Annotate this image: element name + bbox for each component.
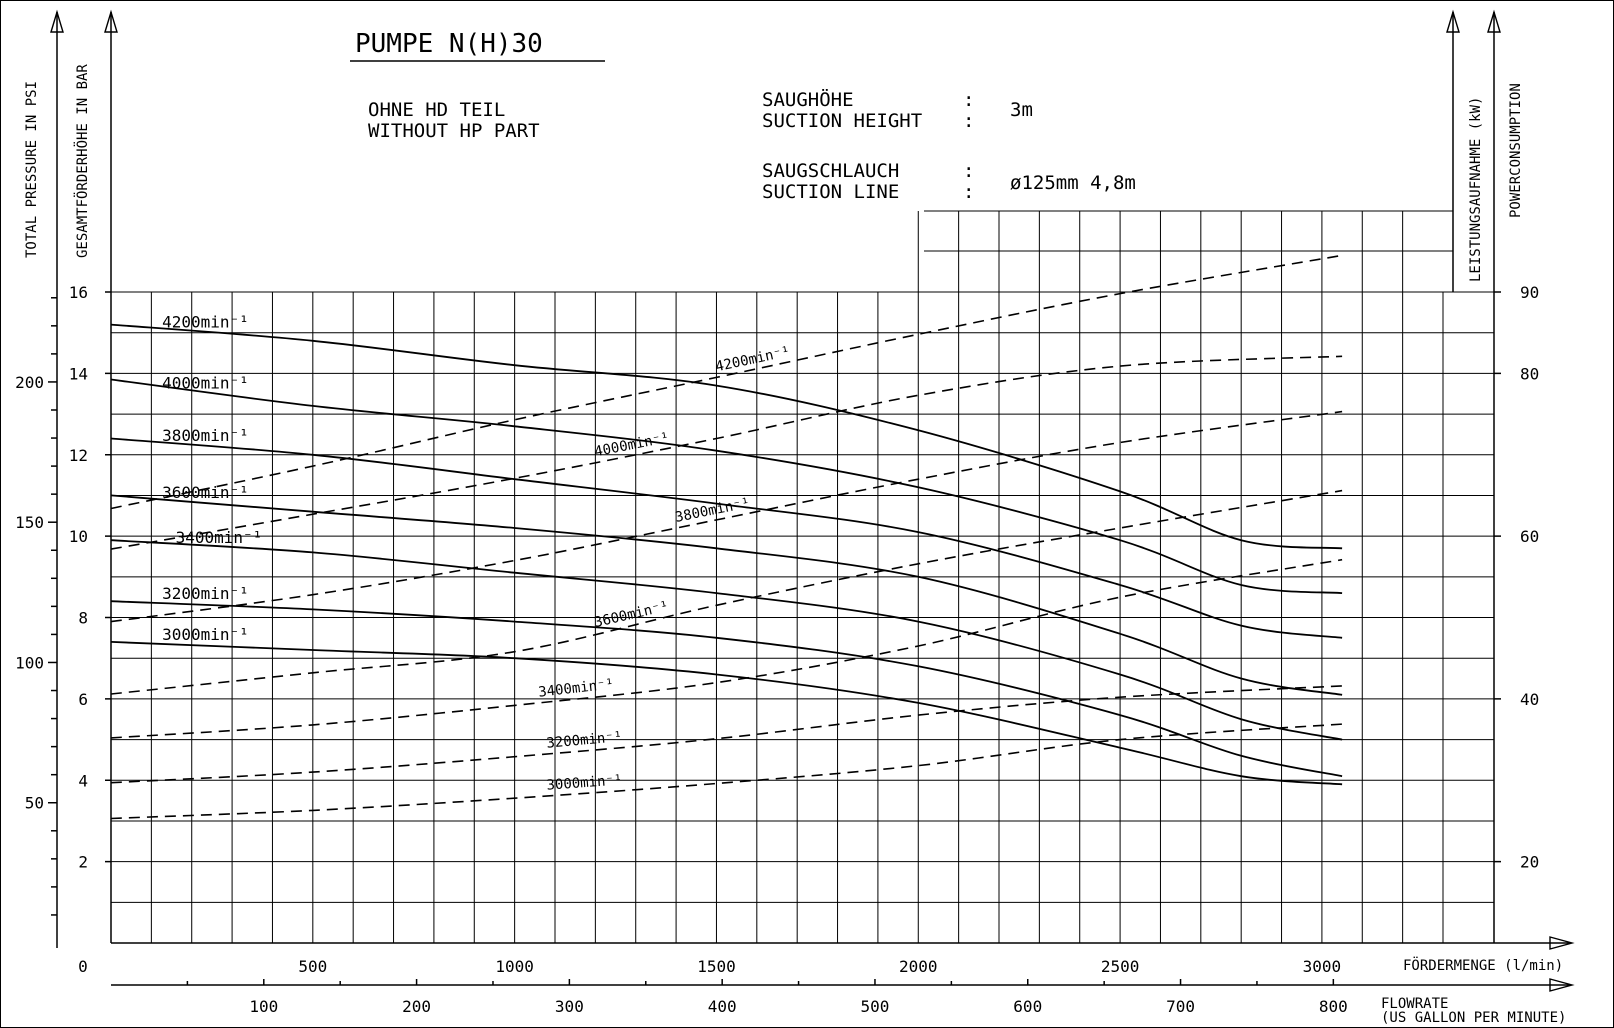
suction-height-colon-1: :: [963, 89, 974, 111]
curves: 4200min⁻¹ 4000min⁻¹ 3800min⁻¹ 3600min⁻¹ 3400…: [110, 254, 1343, 820]
power-curve-3600: [110, 489, 1343, 695]
gpm-tick-label: 500: [861, 997, 890, 1016]
suction-line-colon-1: :: [963, 160, 974, 182]
kw-tick-label: 60: [1520, 527, 1539, 546]
gpm-axis-arrow: [1549, 978, 1575, 992]
lpm-tick-label: 2000: [899, 957, 938, 976]
gpm-tick-label: 700: [1166, 997, 1195, 1016]
bar-axis-arrow: [104, 9, 118, 33]
psi-tick-label: 100: [15, 653, 44, 672]
bar-tick-label: 4: [78, 771, 88, 790]
gpm-tick-label: 800: [1319, 997, 1348, 1016]
bar-axis-title: GESAMTFÖRDERHÖHE IN BAR: [73, 64, 91, 258]
head-curve-label-3400: 3400min⁻¹: [176, 528, 263, 547]
power-axis-title: POWERCONSUMPTION: [1508, 83, 1524, 218]
bar-tick-label: 2: [78, 853, 88, 872]
suction-height-label-de: SAUGHÖHE: [762, 88, 854, 111]
suction-height-value: 3m: [1010, 99, 1033, 121]
suction-line-colon-2: :: [963, 181, 974, 203]
bar-tick-label: 8: [78, 609, 88, 628]
chart-title: PUMPE N(H)30: [355, 29, 543, 59]
psi-tick-label: 150: [15, 513, 44, 532]
psi-axis-arrow: [50, 9, 64, 33]
head-curve-3400: [110, 539, 1343, 741]
kw-tick-label: 90: [1520, 283, 1539, 302]
psi-tick-label: 200: [15, 373, 44, 392]
gpm-tick-label: 400: [708, 997, 737, 1016]
head-curve-label-3000: 3000min⁻¹: [162, 625, 249, 644]
suction-line-label-de: SAUGSCHLAUCH: [762, 160, 899, 182]
gpm-tick-label: 300: [555, 997, 584, 1016]
head-curve-label-3200: 3200min⁻¹: [162, 584, 249, 603]
suction-height-label-en: SUCTION HEIGHT: [762, 110, 922, 132]
lpm-tick-label: 1000: [495, 957, 534, 976]
head-curve-3000: [110, 641, 1343, 786]
head-curve-label-3800: 3800min⁻¹: [162, 426, 249, 445]
bar-tick-label: 16: [69, 283, 88, 302]
power-curve-4000: [110, 355, 1343, 550]
gpm-tick-label: 100: [249, 997, 278, 1016]
head-curve-label-4200: 4200min⁻¹: [162, 312, 249, 331]
lpm-tick-label: 500: [298, 957, 327, 976]
bar-tick-label: 10: [69, 527, 88, 546]
gpm-tick-label: 200: [402, 997, 431, 1016]
suction-line-label-en: SUCTION LINE: [762, 181, 899, 203]
psi-tick-label: 50: [25, 794, 44, 813]
power-curve-3000: [110, 723, 1343, 820]
lpm-tick-label: 2500: [1101, 957, 1140, 976]
head-curve-label-3600: 3600min⁻¹: [162, 483, 249, 502]
power-curve-3200: [110, 685, 1343, 784]
note-line-2: WITHOUT HP PART: [368, 120, 540, 142]
lpm-axis-title: FÖRDERMENGE (l/min): [1403, 956, 1563, 974]
head-curve-4000: [110, 378, 1343, 594]
lpm-tick-label: 1500: [697, 957, 736, 976]
bar-tick-label: 12: [69, 446, 88, 465]
bar-tick-label: 14: [69, 364, 88, 383]
suction-height-colon-2: :: [963, 110, 974, 132]
lpm-axis-arrow: [1549, 936, 1575, 950]
head-curve-3600: [110, 494, 1343, 696]
bar-tick-label: 6: [78, 690, 88, 709]
head-curve-4200: [110, 323, 1343, 550]
head-curve-label-4000: 4000min⁻¹: [162, 373, 249, 392]
head-curve-3800: [110, 437, 1343, 639]
power-curve-label-4200: 4200min⁻¹: [714, 344, 792, 376]
lpm-tick-label: 3000: [1303, 957, 1342, 976]
power-curve-3800: [110, 410, 1343, 623]
kw-axis-arrow: [1487, 9, 1501, 33]
gpm-axis-title-2: (US GALLON PER MINUTE): [1381, 1010, 1566, 1026]
note-line-1: OHNE HD TEIL: [368, 99, 505, 121]
power-curve-3400: [110, 558, 1343, 739]
kw-tick-label: 80: [1520, 364, 1539, 383]
psi-axis-title: TOTAL PRESSURE IN PSI: [24, 81, 40, 258]
gpm-tick-label: 600: [1013, 997, 1042, 1016]
power-curve-label-3200: 3200min⁻¹: [546, 729, 623, 752]
suction-line-value: ø125mm 4,8m: [1010, 172, 1136, 194]
grid: [110, 210, 1494, 944]
lpm-origin-label: 0: [78, 957, 88, 976]
kw-axis-title: LEISTUNGSAUFNAHME (kW): [1468, 97, 1484, 282]
head-curve-3200: [110, 600, 1343, 778]
power-curve-label-3000: 3000min⁻¹: [546, 772, 623, 794]
kw-inner-arrow: [1446, 9, 1460, 33]
kw-tick-label: 40: [1520, 690, 1539, 709]
kw-tick-label: 20: [1520, 853, 1539, 872]
power-curve-4200: [110, 254, 1343, 510]
gpm-axis-title-1: FLOWRATE: [1381, 996, 1448, 1012]
